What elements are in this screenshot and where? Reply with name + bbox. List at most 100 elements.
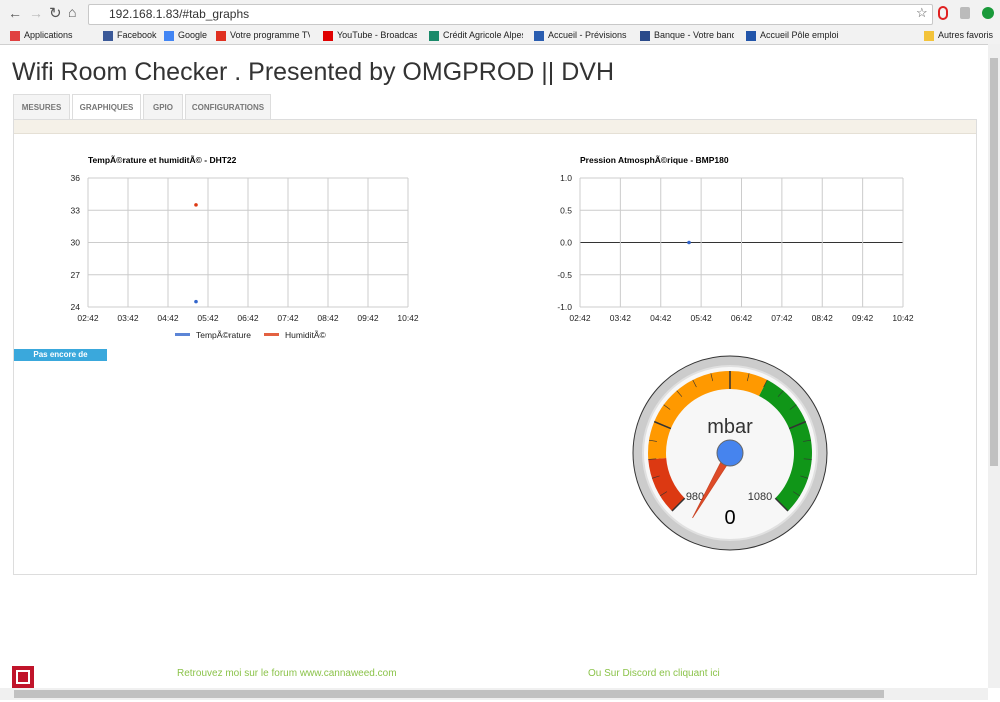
gauge-hub	[716, 439, 744, 467]
forward-button[interactable]: →	[29, 5, 43, 21]
page-title: Wifi Room Checker . Presented by OMGPROD…	[12, 58, 615, 86]
gauge-minor-tick	[746, 373, 750, 382]
bookmark-icon	[640, 31, 650, 41]
y-tick-label: 24	[71, 302, 81, 312]
logo[interactable]	[12, 666, 34, 688]
gauge-max-label: 1080	[748, 491, 772, 503]
x-tick-label: 04:42	[650, 313, 672, 323]
folder-icon	[924, 31, 934, 41]
gauge-min-label: 980	[686, 491, 704, 503]
x-tick-label: 03:42	[610, 313, 632, 323]
bookmark[interactable]: Google	[178, 30, 208, 40]
gauge-range	[648, 458, 685, 511]
bookmark-folder[interactable]: Autres favoris	[938, 30, 994, 40]
x-tick-label: 04:42	[157, 313, 179, 323]
y-tick-label: 1.0	[560, 173, 572, 183]
bookmark-icon	[216, 31, 226, 41]
x-tick-label: 07:42	[277, 313, 299, 323]
y-tick-label: 0.0	[560, 238, 572, 248]
x-tick-label: 10:42	[892, 313, 914, 323]
y-tick-label: -0.5	[557, 270, 572, 280]
x-tick-label: 05:42	[197, 313, 219, 323]
address-bar[interactable]: 192.168.1.83/#tab_graphs	[88, 4, 933, 25]
bookmark[interactable]: Accueil Pôle emploi |	[760, 30, 840, 40]
tab-panel	[13, 119, 977, 575]
extension-icon[interactable]	[938, 6, 948, 20]
gauge-minor-tick	[692, 379, 697, 388]
chart-title: Pression AtmosphÃ©rique - BMP180	[580, 155, 729, 165]
tab[interactable]: CONFIGURATIONS	[185, 94, 271, 119]
bookmark-icon	[534, 31, 544, 41]
bookmark-icon	[323, 31, 333, 41]
gauge-minor-tick	[763, 379, 768, 388]
back-button[interactable]: ←	[8, 5, 22, 21]
bookmark[interactable]: Crédit Agricole Alpes	[443, 30, 523, 40]
legend-swatch	[264, 333, 279, 336]
bookmark[interactable]: Votre programme TV	[230, 30, 310, 40]
gauge-minor-tick	[800, 475, 809, 479]
bookmark[interactable]: Banque - Votre banq	[654, 30, 734, 40]
y-tick-label: 30	[71, 238, 81, 248]
x-tick-label: 08:42	[317, 313, 339, 323]
extension-icon[interactable]	[982, 7, 994, 19]
forum-link[interactable]: Retrouvez moi sur le forum www.cannaweed…	[177, 668, 397, 679]
gauge-minor-tick	[659, 491, 668, 497]
gauge-minor-tick	[654, 421, 662, 425]
horizontal-scrollbar[interactable]	[0, 688, 988, 700]
data-point	[687, 240, 691, 245]
chart-title: TempÃ©rature et humiditÃ© - DHT22	[88, 155, 237, 165]
home-button[interactable]: ⌂	[68, 4, 77, 20]
bookmark-icon	[10, 31, 20, 41]
tab[interactable]: GPIO	[143, 94, 183, 119]
star-button[interactable]: ☆	[916, 5, 928, 20]
y-tick-label: 27	[71, 270, 81, 280]
gauge-range	[648, 371, 768, 460]
x-tick-label: 07:42	[771, 313, 793, 323]
x-tick-label: 06:42	[731, 313, 753, 323]
gauge-minor-tick	[663, 404, 671, 410]
bookmark-icon	[103, 31, 113, 41]
bookmarks-bar: Applications Facebook Google Votre programm…	[0, 28, 1000, 45]
bookmark[interactable]: Applications	[24, 30, 73, 40]
bookmark-icon	[746, 31, 756, 41]
extension-icon[interactable]	[960, 7, 970, 19]
gauge-minor-tick	[792, 491, 801, 497]
bookmark[interactable]: Facebook	[117, 30, 157, 40]
gauge-minor-tick	[710, 373, 714, 382]
reload-button[interactable]: ↻	[49, 5, 62, 22]
legend-label: TempÃ©rature	[196, 330, 251, 340]
y-tick-label: 0.5	[560, 205, 572, 215]
gauge-range	[759, 379, 812, 511]
gauge-minor-tick	[671, 505, 678, 512]
tab[interactable]: MESURES	[13, 94, 70, 119]
x-tick-label: 09:42	[357, 313, 379, 323]
status-badge: Pas encore de donnÃ©es	[14, 349, 107, 371]
gauge-minor-tick	[648, 458, 657, 460]
x-tick-label: 02:42	[77, 313, 99, 323]
legend-swatch	[175, 333, 190, 336]
discord-link[interactable]: Ou Sur Discord en cliquant ici	[588, 668, 720, 679]
gauge-major-tick	[774, 497, 789, 512]
data-point	[194, 203, 198, 207]
tab[interactable]: GRAPHIQUES	[72, 94, 141, 120]
bookmark[interactable]: YouTube - Broadcast	[337, 30, 417, 40]
url: 192.168.1.83/#tab_graphs	[109, 7, 250, 21]
legend-label: HumiditÃ©	[285, 330, 326, 340]
data-point	[194, 299, 198, 304]
gauge-minor-tick	[676, 390, 683, 397]
gauge-minor-tick	[798, 421, 806, 425]
gauge-minor-tick	[803, 439, 812, 442]
bookmark[interactable]: Accueil - Prévisions n	[548, 30, 628, 40]
vertical-scrollbar[interactable]	[988, 44, 1000, 688]
x-tick-label: 05:42	[690, 313, 712, 323]
x-tick-label: 02:42	[569, 313, 591, 323]
gauge-units: mbar	[707, 416, 753, 438]
x-tick-label: 03:42	[117, 313, 139, 323]
y-tick-label: 33	[71, 205, 81, 215]
gauge-minor-tick	[651, 475, 660, 479]
y-tick-label: -1.0	[557, 302, 572, 312]
x-tick-label: 09:42	[852, 313, 874, 323]
x-tick-label: 06:42	[237, 313, 259, 323]
